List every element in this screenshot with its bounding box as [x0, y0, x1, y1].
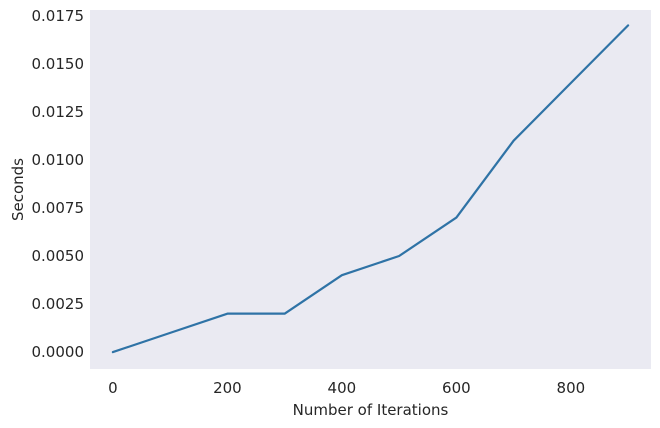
y-axis-label: Seconds [9, 158, 27, 221]
y-axis-ticks: 0.0000 0.0025 0.0050 0.0075 0.0100 0.0125 0.01… [32, 7, 85, 361]
series-line [111, 24, 630, 354]
x-axis-ticks: 0 200 400 600 800 [108, 379, 585, 397]
y-tick-label: 0.0075 [32, 199, 85, 217]
y-tick-label: 0.0100 [32, 151, 85, 169]
series-layer [111, 24, 630, 354]
x-axis-label: Number of Iterations [293, 401, 449, 419]
x-tick-label: 400 [328, 379, 357, 397]
y-tick-label: 0.0150 [32, 55, 85, 73]
x-tick-label: 600 [442, 379, 471, 397]
plot-area [90, 10, 651, 369]
y-tick-label: 0.0175 [32, 7, 85, 25]
x-tick-label: 0 [108, 379, 118, 397]
x-tick-label: 800 [557, 379, 586, 397]
y-tick-label: 0.0000 [32, 343, 85, 361]
y-tick-label: 0.0125 [32, 103, 85, 121]
y-tick-label: 0.0050 [32, 247, 85, 265]
y-tick-label: 0.0025 [32, 295, 85, 313]
x-tick-label: 200 [213, 379, 242, 397]
